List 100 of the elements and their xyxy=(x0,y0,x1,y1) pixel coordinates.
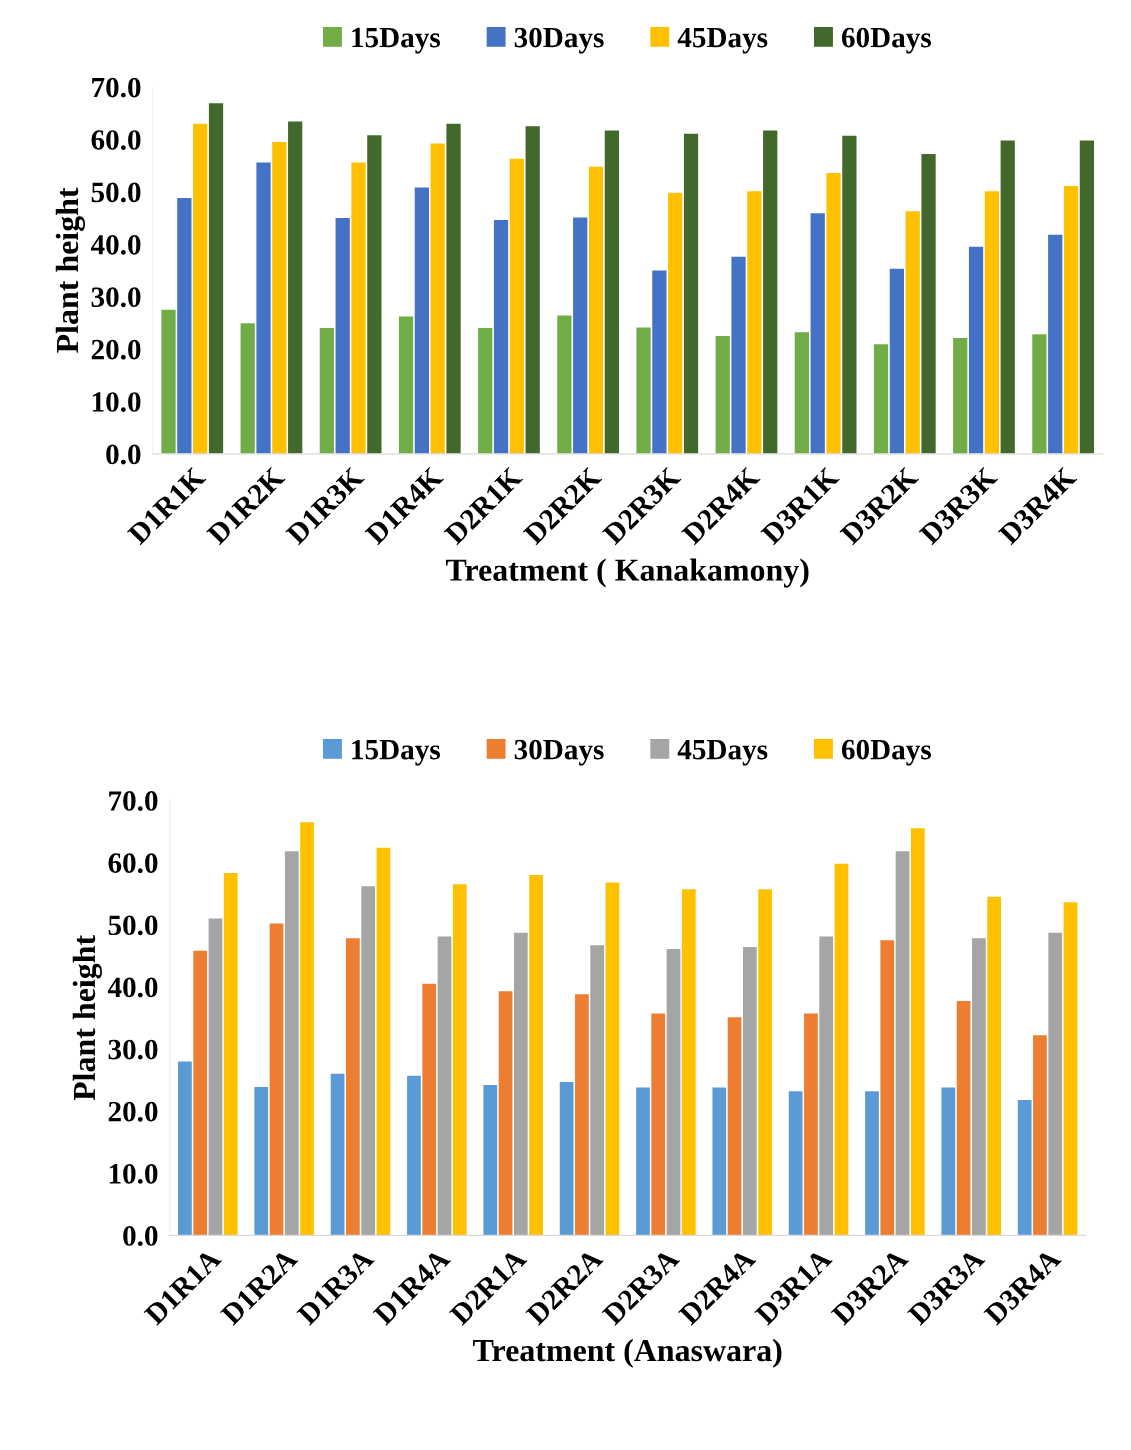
bar xyxy=(376,847,391,1236)
bar xyxy=(865,1091,879,1236)
bar xyxy=(590,945,605,1236)
bar xyxy=(880,940,895,1236)
bar xyxy=(1079,140,1095,454)
y-tick-label: 0.0 xyxy=(106,444,141,465)
y-tick-label: 60.0 xyxy=(91,130,141,150)
bar xyxy=(758,889,772,1236)
bar xyxy=(573,217,588,454)
y-tick-label: 30.0 xyxy=(108,1039,158,1060)
bar xyxy=(437,936,452,1236)
bar xyxy=(575,994,589,1236)
bar xyxy=(956,1001,971,1236)
bar xyxy=(636,1087,650,1236)
y-tick-label: 10.0 xyxy=(109,1163,158,1184)
bar xyxy=(525,126,540,454)
bar xyxy=(588,166,604,454)
bar xyxy=(834,863,849,1236)
bar xyxy=(636,327,651,454)
bar xyxy=(1033,1035,1047,1236)
bar xyxy=(422,983,437,1236)
legend-label: 30Days xyxy=(514,27,604,54)
bar xyxy=(1048,234,1063,454)
y-axis-title: Plant height xyxy=(72,935,102,1101)
bar xyxy=(177,198,192,454)
bar xyxy=(272,142,287,454)
bar xyxy=(414,187,429,454)
bar xyxy=(1000,140,1015,454)
legend-label: 45Days xyxy=(677,27,768,54)
bar xyxy=(361,886,376,1236)
bar xyxy=(478,328,493,454)
bar xyxy=(681,889,696,1236)
bar xyxy=(794,332,809,454)
y-tick-label: 50.0 xyxy=(108,915,158,936)
bar xyxy=(1063,902,1078,1236)
bar xyxy=(330,1073,345,1236)
bar xyxy=(810,213,825,454)
bar xyxy=(742,947,757,1236)
bar xyxy=(668,192,683,454)
legend-label: 15Days xyxy=(352,27,440,54)
bar xyxy=(483,1085,498,1236)
bar xyxy=(493,220,509,454)
legend-label: 45Days xyxy=(677,739,768,766)
bar xyxy=(367,135,382,454)
bar xyxy=(1048,932,1063,1236)
bar xyxy=(921,154,936,454)
bar xyxy=(269,923,284,1236)
bar xyxy=(509,158,524,454)
legend-label: 60Days xyxy=(841,27,931,54)
y-tick-label: 40.0 xyxy=(90,234,141,255)
bar xyxy=(254,1086,269,1236)
bar xyxy=(889,268,905,454)
bar xyxy=(895,851,910,1236)
bar xyxy=(826,172,841,454)
bar xyxy=(346,938,360,1236)
y-tick-label: 10.0 xyxy=(92,392,141,412)
bar xyxy=(666,948,681,1236)
bar xyxy=(452,884,467,1236)
bar xyxy=(652,270,667,454)
bar xyxy=(804,1013,818,1236)
bar xyxy=(987,896,1002,1236)
bar xyxy=(968,246,984,454)
y-tick-label: 50.0 xyxy=(91,182,141,203)
bar xyxy=(819,936,834,1236)
y-tick-label: 40.0 xyxy=(107,977,158,998)
bar xyxy=(941,1087,956,1236)
y-tick-label: 70.0 xyxy=(109,791,158,811)
legend-label: 15Days xyxy=(352,739,440,766)
bar xyxy=(651,1013,666,1236)
y-tick-label: 0.0 xyxy=(123,1226,158,1246)
x-axis-title: Treatment ( Kanakamony) xyxy=(446,558,809,588)
bar xyxy=(208,103,224,454)
bar xyxy=(351,162,366,454)
x-axis-title: Treatment (Anaswara) xyxy=(473,1338,782,1368)
bar xyxy=(1032,334,1047,454)
bar xyxy=(727,1017,742,1236)
bar xyxy=(683,133,699,454)
bar xyxy=(513,932,528,1236)
bar xyxy=(178,1061,192,1236)
bar xyxy=(747,191,762,454)
bar xyxy=(715,335,730,454)
bar xyxy=(731,256,746,454)
bar xyxy=(529,874,543,1236)
bar xyxy=(905,211,920,454)
bar xyxy=(256,162,271,454)
bar xyxy=(953,338,968,454)
bar xyxy=(161,309,176,454)
bar xyxy=(319,328,334,454)
bar xyxy=(972,938,986,1236)
bar xyxy=(763,130,778,454)
y-tick-label: 30.0 xyxy=(91,287,141,308)
y-tick-label: 20.0 xyxy=(108,1101,158,1122)
bar xyxy=(788,1091,803,1236)
y-axis-title: Plant height xyxy=(55,187,85,353)
bar xyxy=(407,1075,421,1236)
bar xyxy=(605,882,620,1236)
bar xyxy=(284,851,299,1236)
bar xyxy=(557,315,572,454)
bar xyxy=(430,143,445,454)
bar xyxy=(842,135,857,454)
